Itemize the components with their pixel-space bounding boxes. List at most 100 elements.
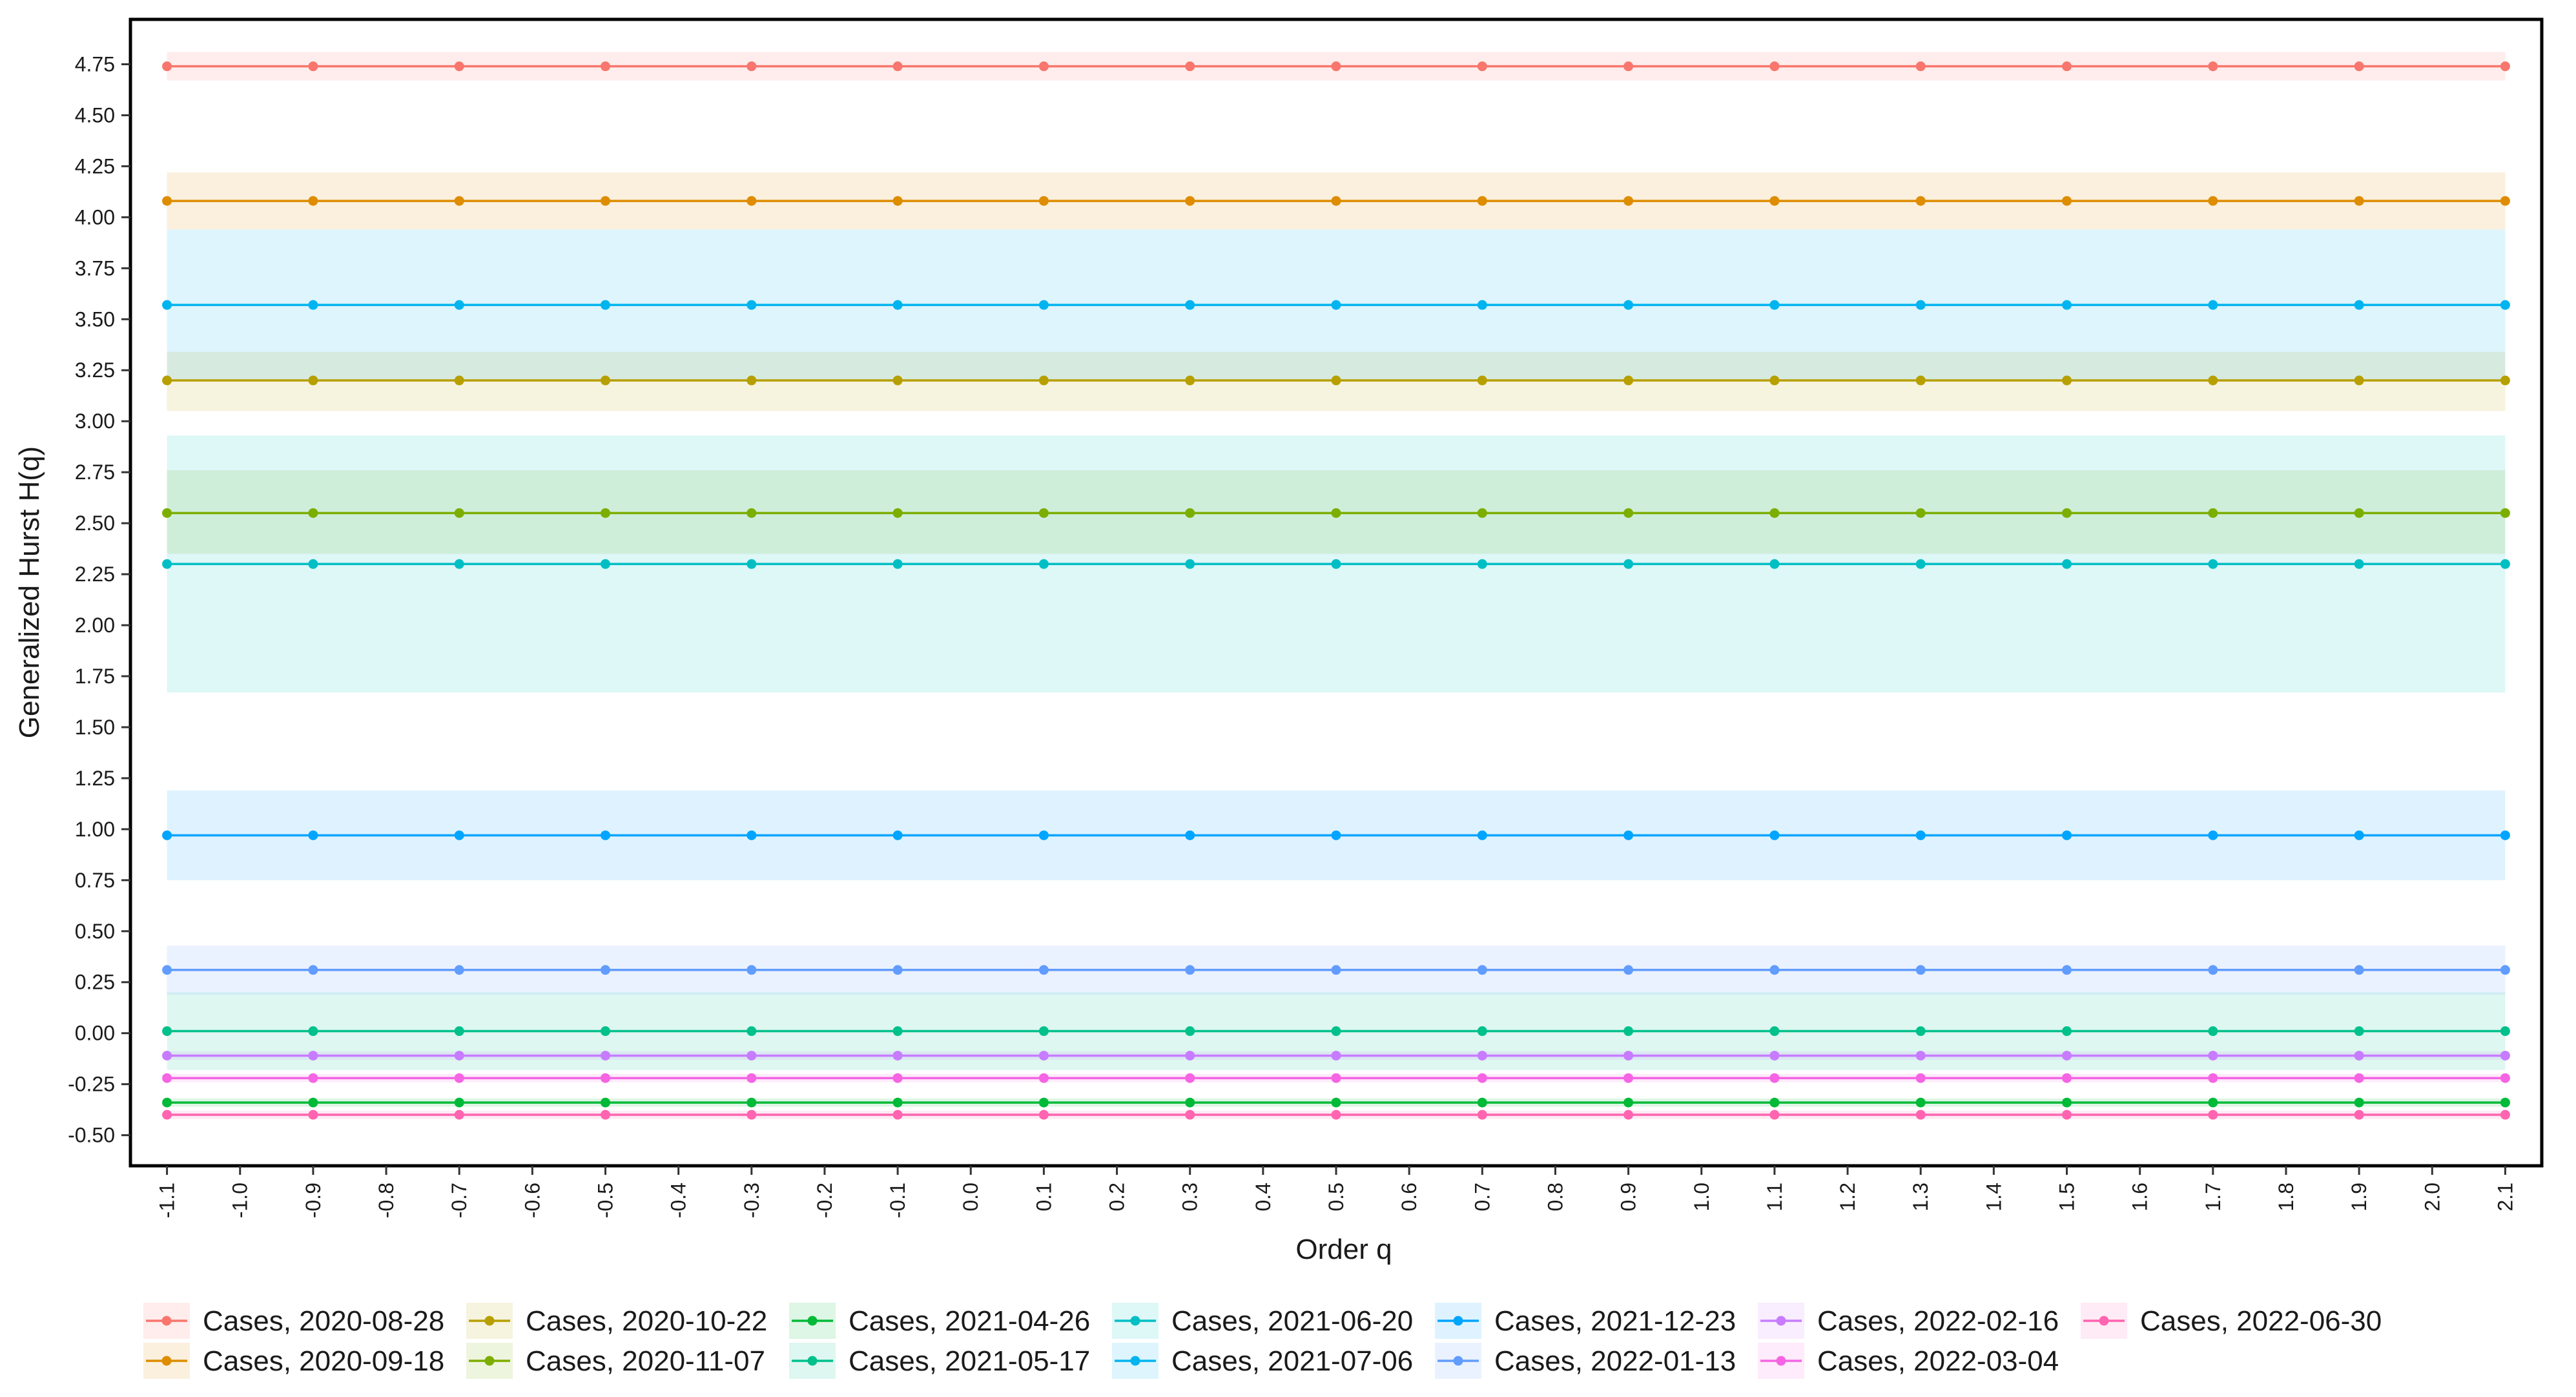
data-point	[1623, 1050, 1634, 1061]
data-point	[162, 1110, 172, 1120]
data-point	[747, 508, 757, 518]
data-point	[1915, 1026, 1926, 1037]
data-point	[2500, 375, 2510, 386]
data-point	[162, 375, 172, 386]
series-points	[162, 61, 2510, 1120]
data-point	[1331, 1026, 1341, 1037]
x-tick-label: 0.7	[1470, 1183, 1494, 1211]
data-point	[1038, 1073, 1049, 1083]
x-tick-label: 2.0	[2420, 1183, 2444, 1211]
data-point	[600, 375, 610, 386]
data-point	[1331, 965, 1341, 975]
data-point	[1915, 830, 1926, 840]
data-point	[1477, 375, 1487, 386]
data-point	[747, 1097, 757, 1108]
data-point	[1769, 61, 1780, 72]
data-point	[600, 508, 610, 518]
legend-key-point	[1130, 1356, 1140, 1366]
x-tick-label: 0.1	[1032, 1183, 1055, 1211]
x-tick-label: -1.0	[229, 1183, 252, 1218]
data-point	[2062, 300, 2072, 310]
data-point	[892, 965, 903, 975]
x-tick-label: 1.5	[2056, 1183, 2079, 1211]
data-point	[2354, 1110, 2364, 1120]
data-point	[2500, 1110, 2510, 1120]
data-point	[747, 559, 757, 569]
data-point	[747, 61, 757, 72]
legend-label: Cases, 2020-10-22	[526, 1305, 767, 1337]
data-point	[892, 559, 903, 569]
data-point	[308, 1110, 318, 1120]
data-point	[1915, 1097, 1926, 1108]
data-point	[454, 375, 464, 386]
data-point	[892, 375, 903, 386]
data-point	[1769, 1073, 1780, 1083]
data-point	[454, 1026, 464, 1037]
data-point	[1623, 61, 1634, 72]
data-point	[600, 61, 610, 72]
data-point	[2062, 830, 2072, 840]
data-point	[2354, 375, 2364, 386]
y-tick-label: 4.25	[75, 154, 115, 178]
data-point	[162, 1073, 172, 1083]
legend-label: Cases, 2022-03-04	[1817, 1345, 2059, 1377]
data-point	[1769, 1050, 1780, 1061]
data-point	[1623, 1097, 1634, 1108]
y-tick-label: 2.00	[75, 614, 115, 637]
data-point	[1331, 375, 1341, 386]
data-point	[1623, 559, 1634, 569]
x-tick-label: -0.7	[448, 1183, 471, 1218]
data-point	[1769, 1097, 1780, 1108]
data-point	[747, 375, 757, 386]
data-point	[1477, 196, 1487, 206]
y-tick-label: 4.50	[75, 103, 115, 127]
data-point	[454, 196, 464, 206]
data-point	[454, 1050, 464, 1061]
data-point	[2208, 1050, 2218, 1061]
data-point	[892, 1050, 903, 1061]
data-point	[2354, 61, 2364, 72]
data-point	[1769, 1026, 1780, 1037]
data-point	[308, 375, 318, 386]
legend-key-point	[807, 1316, 818, 1326]
y-tick-label: 4.00	[75, 205, 115, 229]
legend-label: Cases, 2020-09-18	[203, 1345, 444, 1377]
x-tick-label: -0.2	[813, 1183, 836, 1218]
data-point	[1038, 965, 1049, 975]
data-point	[308, 1097, 318, 1108]
data-point	[1623, 830, 1634, 840]
legend: Cases, 2020-08-28 Cases, 2020-09-18 Cases,…	[143, 1303, 2382, 1379]
data-point	[2500, 508, 2510, 518]
x-tick-label: -1.1	[156, 1183, 179, 1218]
data-point	[747, 1073, 757, 1083]
data-point	[162, 196, 172, 206]
data-point	[308, 559, 318, 569]
data-point	[1477, 830, 1487, 840]
data-point	[2062, 508, 2072, 518]
y-tick-label: 3.75	[75, 256, 115, 280]
data-point	[1915, 196, 1926, 206]
data-point	[1185, 965, 1195, 975]
data-point	[1769, 965, 1780, 975]
data-point	[1185, 1026, 1195, 1037]
data-point	[308, 1026, 318, 1037]
data-point	[1623, 1073, 1634, 1083]
data-point	[2354, 1073, 2364, 1083]
x-tick-label: -0.8	[375, 1183, 398, 1218]
data-point	[1331, 830, 1341, 840]
y-tick-label: -0.25	[68, 1073, 115, 1096]
data-point	[2354, 300, 2364, 310]
legend-key-point	[2099, 1316, 2109, 1326]
data-point	[1769, 196, 1780, 206]
x-tick-label: 1.1	[1763, 1183, 1786, 1211]
data-point	[1185, 196, 1195, 206]
data-point	[2208, 1026, 2218, 1037]
data-point	[2062, 559, 2072, 569]
data-point	[1769, 375, 1780, 386]
data-point	[454, 1097, 464, 1108]
y-tick-label: 1.25	[75, 767, 115, 790]
data-point	[600, 1073, 610, 1083]
x-tick-label: 1.3	[1909, 1183, 1932, 1211]
data-point	[1915, 965, 1926, 975]
y-tick-label: 1.00	[75, 818, 115, 841]
